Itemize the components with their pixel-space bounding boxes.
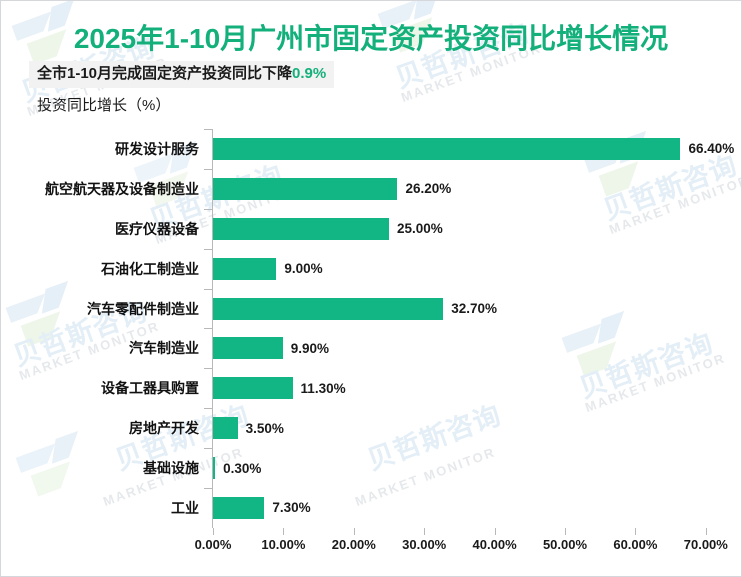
x-axis-tick-label: 10.00% <box>261 537 306 552</box>
bar <box>213 217 389 240</box>
bar-row: 医疗仪器设备 25.00% <box>1 208 741 249</box>
y-axis-tick <box>204 208 213 210</box>
bar-row: 航空航天器及设备制造业 26.20% <box>1 168 741 209</box>
bar-value-label: 66.40% <box>688 141 735 157</box>
bar-value-label: 26.20% <box>405 181 452 197</box>
y-axis-tick <box>204 448 213 450</box>
bar <box>213 496 265 519</box>
bar-value-label: 7.30% <box>272 500 311 516</box>
bar-row: 房地产开发 3.50% <box>1 408 741 448</box>
bar-value-label: 0.30% <box>223 460 262 476</box>
bar-value-label: 9.00% <box>284 261 323 277</box>
y-axis-tick <box>204 288 213 290</box>
subtitle-text: 全市1-10月完成固定资产投资同比下降 <box>37 65 293 82</box>
category-label: 石油化工制造业 <box>101 260 199 277</box>
bar <box>213 417 238 440</box>
category-label: 工业 <box>171 499 199 516</box>
y-axis-tick <box>204 328 213 330</box>
subtitle-container: 全市1-10月完成固定资产投资同比下降0.9% <box>29 61 335 89</box>
x-axis-labels: 0.00% 10.00% 20.00% 30.00% 40.00% 50.00% 60.00… <box>1 537 741 559</box>
category-label: 航空航天器及设备制造业 <box>45 180 199 197</box>
bar-row: 基础设施 0.30% <box>1 448 741 488</box>
x-axis-tick <box>494 528 496 535</box>
subtitle-banner: 全市1-10月完成固定资产投资同比下降0.9% <box>29 61 335 89</box>
bar <box>213 177 398 200</box>
category-label: 设备工器具购置 <box>101 380 199 397</box>
x-axis-tick-label: 0.00% <box>194 537 232 552</box>
x-axis-tick-label: 70.00% <box>683 537 728 552</box>
x-axis-tick <box>565 528 566 535</box>
category-label: 房地产开发 <box>129 420 199 437</box>
x-axis-tick <box>635 528 637 535</box>
bar <box>213 137 681 160</box>
bar-value-label: 11.30% <box>300 380 346 396</box>
bar-value-label: 9.90% <box>290 340 329 356</box>
bar-value-label: 3.50% <box>245 420 284 436</box>
bar-value-label: 32.70% <box>451 301 497 316</box>
x-axis-tick <box>283 528 285 535</box>
x-axis-tick-label: 30.00% <box>402 537 447 552</box>
page-title: 2025年1-10月广州市固定资产投资同比增长情况 <box>73 23 669 54</box>
x-axis-tick <box>424 528 426 535</box>
y-axis-tick <box>204 408 213 410</box>
category-label: 汽车制造业 <box>129 340 199 357</box>
bar-row: 研发设计服务 66.40% <box>1 129 741 169</box>
y-axis-title: 投资同比增长（%） <box>37 97 171 114</box>
y-axis-tick <box>204 168 213 170</box>
y-axis-tick <box>204 488 213 490</box>
y-axis-tick <box>204 368 213 370</box>
bar-row: 石油化工制造业 9.00% <box>1 248 741 289</box>
category-label: 研发设计服务 <box>115 140 199 157</box>
y-axis-tick <box>204 248 213 250</box>
category-label: 基础设施 <box>143 460 199 477</box>
x-axis-tick-label: 60.00% <box>613 537 658 552</box>
bar-row: 设备工器具购置 11.30% <box>1 368 741 408</box>
x-axis-tick-label: 40.00% <box>472 537 517 552</box>
category-label: 医疗仪器设备 <box>115 220 199 237</box>
bar-value-label: 25.00% <box>397 221 443 237</box>
bar <box>213 457 216 480</box>
x-axis-ticks <box>1 528 741 536</box>
x-axis-tick-label: 20.00% <box>331 537 376 552</box>
plot-area: 研发设计服务 66.40% 航空航天器及设备制造业 26.20% 医疗仪器设备 25.00… <box>1 129 741 552</box>
x-axis-tick <box>705 528 707 535</box>
bar <box>213 337 283 360</box>
bar-row: 汽车制造业 9.90% <box>1 328 741 368</box>
bar <box>213 377 293 400</box>
x-axis-tick-label: 50.00% <box>542 537 588 552</box>
category-label: 汽车零配件制造业 <box>87 300 199 317</box>
x-axis-tick <box>353 528 355 535</box>
bar <box>213 257 277 280</box>
bar-row: 工业 7.30% <box>1 488 741 528</box>
x-axis-tick <box>213 528 214 535</box>
subtitle-highlight-value: 0.9% <box>292 65 327 82</box>
bar-rows: 研发设计服务 66.40% 航空航天器及设备制造业 26.20% 医疗仪器设备 25.00… <box>1 129 741 528</box>
bar-row: 汽车零配件制造业 32.70% <box>1 288 741 329</box>
y-axis-tick <box>204 129 213 130</box>
bar <box>213 297 444 320</box>
